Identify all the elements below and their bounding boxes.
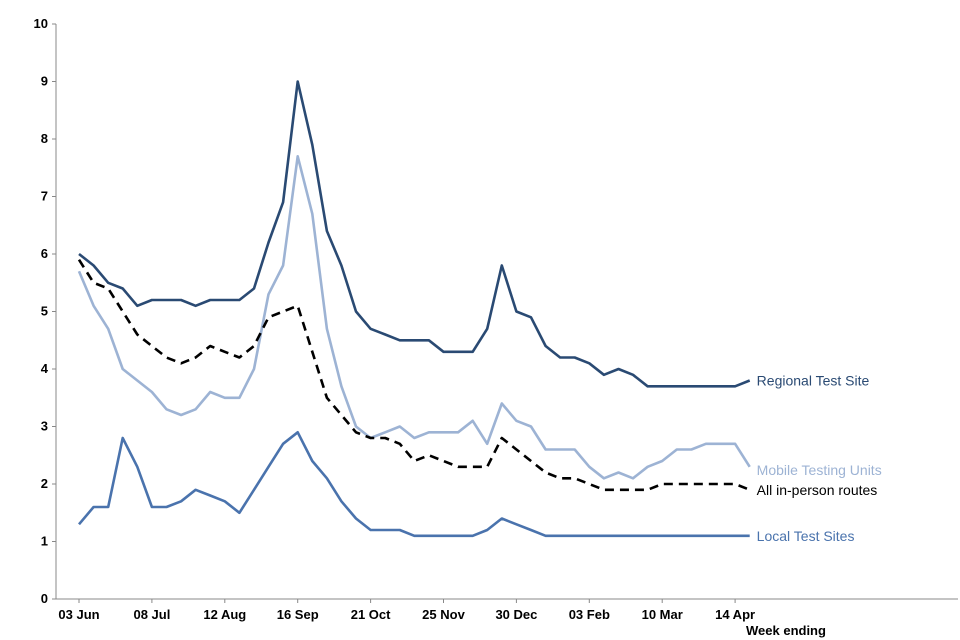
- y-tick-label: 1: [41, 534, 48, 549]
- y-tick-label: 7: [41, 189, 48, 204]
- x-tick-label: 10 Mar: [642, 607, 683, 622]
- y-tick-label: 8: [41, 131, 48, 146]
- x-tick-label: 21 Oct: [351, 607, 391, 622]
- x-tick-label: 03 Jun: [58, 607, 99, 622]
- x-tick-labels: 03 Jun 08 Jul 12 Aug 16 Sep 21 Oct 25 Nov 30 D…: [58, 607, 755, 622]
- series-line-all-in-person-routes: [77, 259, 751, 492]
- y-tick-label: 0: [41, 591, 48, 606]
- series-label: All in-person routes: [757, 482, 878, 498]
- series-line-mobile-testing-units: [77, 155, 751, 480]
- y-tick-label: 3: [41, 419, 48, 434]
- y-tick-labels: 0 1 2 3 4 5 6 7 8 9 10: [34, 16, 49, 606]
- series-label: Local Test Sites: [757, 528, 855, 544]
- y-tick-label: 6: [41, 246, 48, 261]
- x-tick-label: 03 Feb: [569, 607, 610, 622]
- x-tick-label: 14 Apr: [715, 607, 755, 622]
- y-tick-label: 5: [41, 304, 48, 319]
- x-tick-label: 08 Jul: [133, 607, 170, 622]
- series-label: Regional Test Site: [757, 373, 870, 389]
- x-tick-label: 25 Nov: [422, 607, 465, 622]
- series-labels: Regional Test Site Mobile Testing Units Al…: [757, 373, 882, 544]
- axes: [52, 23, 958, 603]
- y-tick-label: 10: [34, 16, 48, 31]
- x-tick-label: 30 Dec: [495, 607, 537, 622]
- x-tick-label: 16 Sep: [277, 607, 319, 622]
- y-tick-label: 4: [41, 361, 49, 376]
- x-axis-title: Week ending: [746, 623, 826, 638]
- series-line-local-test-sites: [78, 430, 750, 538]
- x-tick-label: 12 Aug: [203, 607, 246, 622]
- series-lines: [77, 80, 751, 538]
- y-tick-label: 9: [41, 74, 48, 89]
- series-line-regional-test-site: [78, 80, 751, 388]
- y-tick-label: 2: [41, 476, 48, 491]
- series-label: Mobile Testing Units: [757, 462, 882, 478]
